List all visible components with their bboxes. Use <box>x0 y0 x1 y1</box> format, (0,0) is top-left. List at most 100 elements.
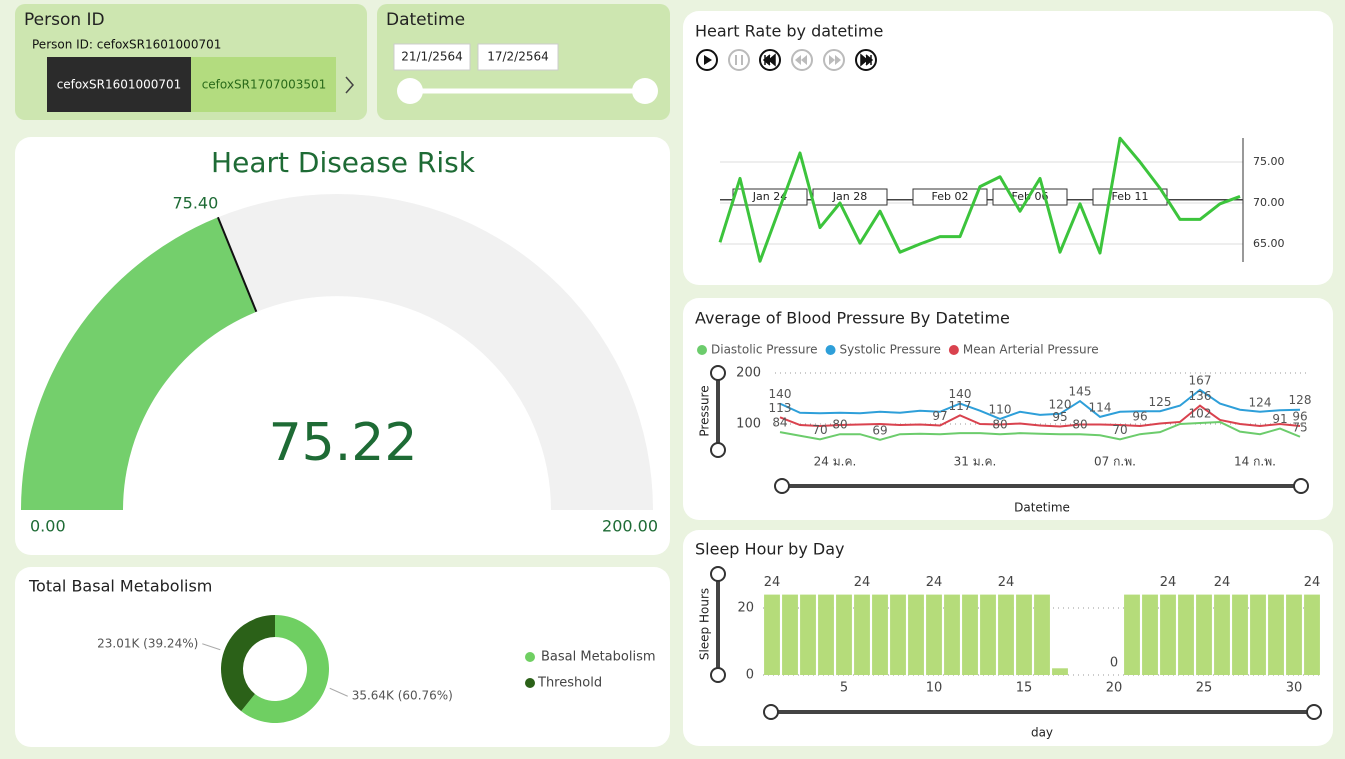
slider-handle[interactable] <box>763 704 779 720</box>
data-label: 24 <box>998 575 1015 590</box>
bar <box>890 594 906 675</box>
bar <box>1178 594 1194 675</box>
data-label: 125 <box>1149 395 1172 409</box>
bar <box>980 594 996 675</box>
data-label: 91 <box>1272 412 1287 426</box>
date-start[interactable]: 21/1/2564 <box>401 50 463 64</box>
bar <box>1124 594 1140 675</box>
data-label: 24 <box>854 575 871 590</box>
slicer-title: Person ID <box>24 10 105 30</box>
gauge-min: 0.00 <box>30 517 66 536</box>
data-label: 110 <box>989 402 1012 416</box>
bar <box>800 594 816 675</box>
target-label: 75.40 <box>172 194 218 213</box>
y-axis-title: Pressure <box>698 385 712 436</box>
slicer-title: Datetime <box>386 10 465 30</box>
legend-marker <box>525 678 535 688</box>
pause-button[interactable] <box>728 49 750 71</box>
bar <box>764 594 780 675</box>
x-tick-label: 15 <box>1016 681 1033 696</box>
legend-label: Threshold <box>537 676 602 691</box>
series-line <box>779 404 1301 428</box>
data-label: 167 <box>1189 373 1212 387</box>
data-label: 24 <box>926 575 943 590</box>
bar <box>908 594 924 675</box>
data-label: 114 <box>1089 400 1112 414</box>
donut-slice <box>241 615 330 724</box>
legend-marker <box>948 345 959 355</box>
chart-title: Sleep Hour by Day <box>695 540 844 559</box>
data-label: 80 <box>992 418 1007 432</box>
y-tick-label: 75.00 <box>1253 155 1285 168</box>
data-label: 95 <box>1052 410 1067 424</box>
bar <box>872 594 888 675</box>
x-tick-label: Jan 28 <box>832 190 867 203</box>
chart-title: Average of Blood Pressure By Datetime <box>695 309 1010 328</box>
slider-handle[interactable] <box>632 78 658 104</box>
option-label[interactable]: cefoxSR1601000701 <box>57 78 182 92</box>
legend-label: Mean Arterial Pressure <box>963 343 1099 357</box>
data-label: 23.01K (39.24%) <box>97 636 198 650</box>
play-icon <box>704 55 712 65</box>
bar <box>1196 594 1212 675</box>
data-label: 24 <box>1214 575 1231 590</box>
bar <box>1250 594 1266 675</box>
first-icon <box>762 53 776 67</box>
bar <box>1268 594 1284 675</box>
data-label: 80 <box>1072 418 1087 432</box>
legend-label: Systolic Pressure <box>840 343 941 357</box>
data-label: 35.64K (60.76%) <box>352 689 453 703</box>
slider-handle[interactable] <box>710 566 726 582</box>
data-label: 70 <box>1112 423 1127 437</box>
data-label: 145 <box>1069 385 1092 399</box>
slider-handle[interactable] <box>397 78 423 104</box>
y-tick-label: 200 <box>736 366 761 381</box>
slicer-selection: Person ID: cefoxSR1601000701 <box>32 38 221 52</box>
x-tick-label: 31 ม.ค. <box>954 455 997 469</box>
slider-handle[interactable] <box>710 365 726 381</box>
option-button[interactable] <box>47 57 191 112</box>
slider-handle[interactable] <box>710 667 726 683</box>
date-input[interactable] <box>477 43 559 71</box>
y-tick-label: 0 <box>746 668 754 683</box>
x-tick-label: 20 <box>1106 681 1123 696</box>
bar <box>1034 594 1050 675</box>
date-end[interactable]: 17/2/2564 <box>487 50 549 64</box>
data-label: 69 <box>872 423 887 437</box>
last-button[interactable] <box>855 49 877 71</box>
option-button[interactable] <box>191 57 336 112</box>
x-axis-title: day <box>1031 726 1053 740</box>
gauge-target <box>216 216 258 313</box>
next-arrow[interactable] <box>345 76 354 94</box>
chart-title: Heart Rate by datetime <box>695 22 883 41</box>
x-tick-label: 25 <box>1196 681 1213 696</box>
first-button[interactable] <box>759 49 781 71</box>
slider-handle[interactable] <box>1306 704 1322 720</box>
data-label: 97 <box>932 409 947 423</box>
next-button[interactable] <box>823 49 845 71</box>
x-label-box <box>912 188 988 206</box>
gauge-title: Heart Disease Risk <box>211 146 476 179</box>
legend-marker <box>525 652 535 662</box>
slider-handle[interactable] <box>1293 478 1309 494</box>
gauge-value <box>21 217 256 510</box>
option-label[interactable]: cefoxSR1707003501 <box>202 78 327 92</box>
line <box>718 136 1241 263</box>
date-input[interactable] <box>393 43 471 71</box>
bar <box>926 594 942 675</box>
legend-label: Diastolic Pressure <box>711 343 818 357</box>
y-tick-label: 100 <box>736 417 761 432</box>
prev-button[interactable] <box>791 49 813 71</box>
x-tick-label: 30 <box>1286 681 1303 696</box>
slider-handle[interactable] <box>774 478 790 494</box>
slider-handle[interactable] <box>710 442 726 458</box>
x-tick-label: Feb 11 <box>1112 190 1149 203</box>
bar <box>818 594 834 675</box>
bar <box>1160 594 1176 675</box>
play-button[interactable] <box>696 49 718 71</box>
prev-icon <box>795 55 807 65</box>
last-icon <box>860 53 874 67</box>
data-label: 120 <box>1049 397 1072 411</box>
bar <box>1142 594 1158 675</box>
